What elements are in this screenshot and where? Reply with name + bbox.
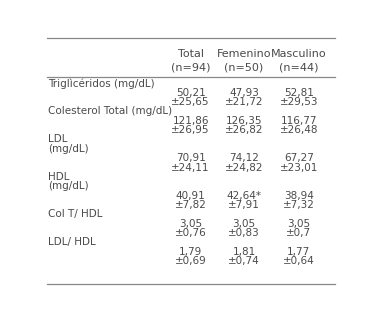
Text: 3,05: 3,05	[287, 219, 310, 229]
Text: 126,35: 126,35	[226, 116, 262, 126]
Text: 74,12: 74,12	[229, 153, 259, 163]
Text: Masculino
(n=44): Masculino (n=44)	[271, 50, 327, 73]
Text: ±0,76: ±0,76	[175, 228, 206, 238]
Text: 40,91: 40,91	[176, 191, 205, 201]
Text: Col T/ HDL: Col T/ HDL	[48, 209, 102, 220]
Text: 67,27: 67,27	[284, 153, 314, 163]
Text: 1,79: 1,79	[179, 247, 202, 257]
Text: HDL: HDL	[48, 172, 70, 182]
Text: ±0,64: ±0,64	[283, 256, 315, 266]
Text: (mg/dL): (mg/dL)	[48, 181, 89, 191]
Text: LDL/ HDL: LDL/ HDL	[48, 237, 96, 247]
Text: LDL: LDL	[48, 134, 67, 145]
Text: 38,94: 38,94	[284, 191, 314, 201]
Text: ±7,91: ±7,91	[228, 200, 260, 210]
Text: ±25,65: ±25,65	[171, 97, 210, 107]
Text: 52,81: 52,81	[284, 88, 314, 98]
Text: ±24,11: ±24,11	[171, 163, 210, 172]
Text: (mg/dL): (mg/dL)	[48, 144, 89, 154]
Text: 70,91: 70,91	[176, 153, 205, 163]
Text: 116,77: 116,77	[280, 116, 317, 126]
Text: 42,64*: 42,64*	[227, 191, 262, 201]
Text: ±0,7: ±0,7	[286, 228, 311, 238]
Text: ±0,74: ±0,74	[228, 256, 260, 266]
Text: Total
(n=94): Total (n=94)	[171, 50, 211, 73]
Text: ±24,82: ±24,82	[225, 163, 263, 172]
Text: 121,86: 121,86	[172, 116, 209, 126]
Text: 3,05: 3,05	[232, 219, 256, 229]
Text: Femenino
(n=50): Femenino (n=50)	[217, 50, 271, 73]
Text: 1,77: 1,77	[287, 247, 310, 257]
Text: ±26,95: ±26,95	[171, 125, 210, 135]
Text: 1,81: 1,81	[232, 247, 256, 257]
Text: 50,21: 50,21	[176, 88, 205, 98]
Text: ±29,53: ±29,53	[279, 97, 318, 107]
Text: ±0,69: ±0,69	[175, 256, 206, 266]
Text: ±7,32: ±7,32	[283, 200, 315, 210]
Text: Triglìcéridos (mg/dL): Triglìcéridos (mg/dL)	[48, 78, 155, 89]
Text: 47,93: 47,93	[229, 88, 259, 98]
Text: Colesterol Total (mg/dL): Colesterol Total (mg/dL)	[48, 107, 172, 116]
Text: ±26,48: ±26,48	[279, 125, 318, 135]
Text: ±7,82: ±7,82	[175, 200, 206, 210]
Text: ±26,82: ±26,82	[225, 125, 263, 135]
Text: ±21,72: ±21,72	[225, 97, 263, 107]
Text: ±0,83: ±0,83	[228, 228, 260, 238]
Text: ±23,01: ±23,01	[280, 163, 318, 172]
Text: 3,05: 3,05	[179, 219, 202, 229]
